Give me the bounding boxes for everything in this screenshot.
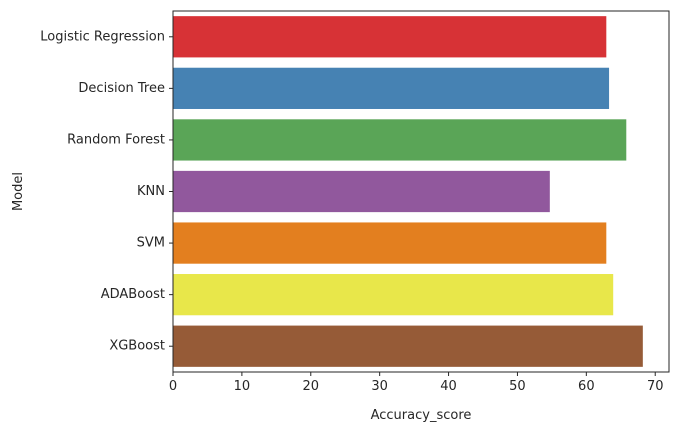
y-tick-label: Decision Tree	[78, 81, 165, 96]
bar-knn	[173, 170, 550, 213]
y-tick-label: XGBoost	[109, 339, 165, 354]
x-tick-label: 50	[509, 379, 526, 394]
bar-random-forest	[173, 119, 627, 161]
x-axis-label: Accuracy_score	[371, 408, 472, 423]
bar-logistic-regression	[173, 16, 607, 58]
y-tick-label: ADABoost	[101, 287, 165, 302]
x-tick-label: 20	[303, 379, 320, 394]
x-tick-label: 40	[440, 379, 457, 394]
y-axis-label: Model	[11, 172, 26, 211]
x-tick-label: 30	[371, 379, 388, 394]
bars-layer	[173, 16, 643, 367]
plot-frame	[172, 10, 670, 373]
bar-xgboost	[173, 325, 643, 367]
x-tick-label: 60	[578, 379, 595, 394]
y-tick-label: Random Forest	[67, 132, 165, 147]
x-tick-label: 10	[234, 379, 251, 394]
bar-adaboost	[173, 274, 614, 316]
bar-svm	[173, 222, 607, 264]
bar-decision-tree	[173, 67, 610, 109]
y-tick-label: KNN	[137, 184, 165, 199]
y-tick-label: SVM	[137, 236, 165, 251]
x-tick-label: 0	[169, 379, 177, 394]
y-tick-label: Logistic Regression	[40, 29, 165, 44]
axes-layer: Logistic Regression Decision Tree Random F…	[40, 10, 670, 394]
x-tick-label: 70	[647, 379, 664, 394]
